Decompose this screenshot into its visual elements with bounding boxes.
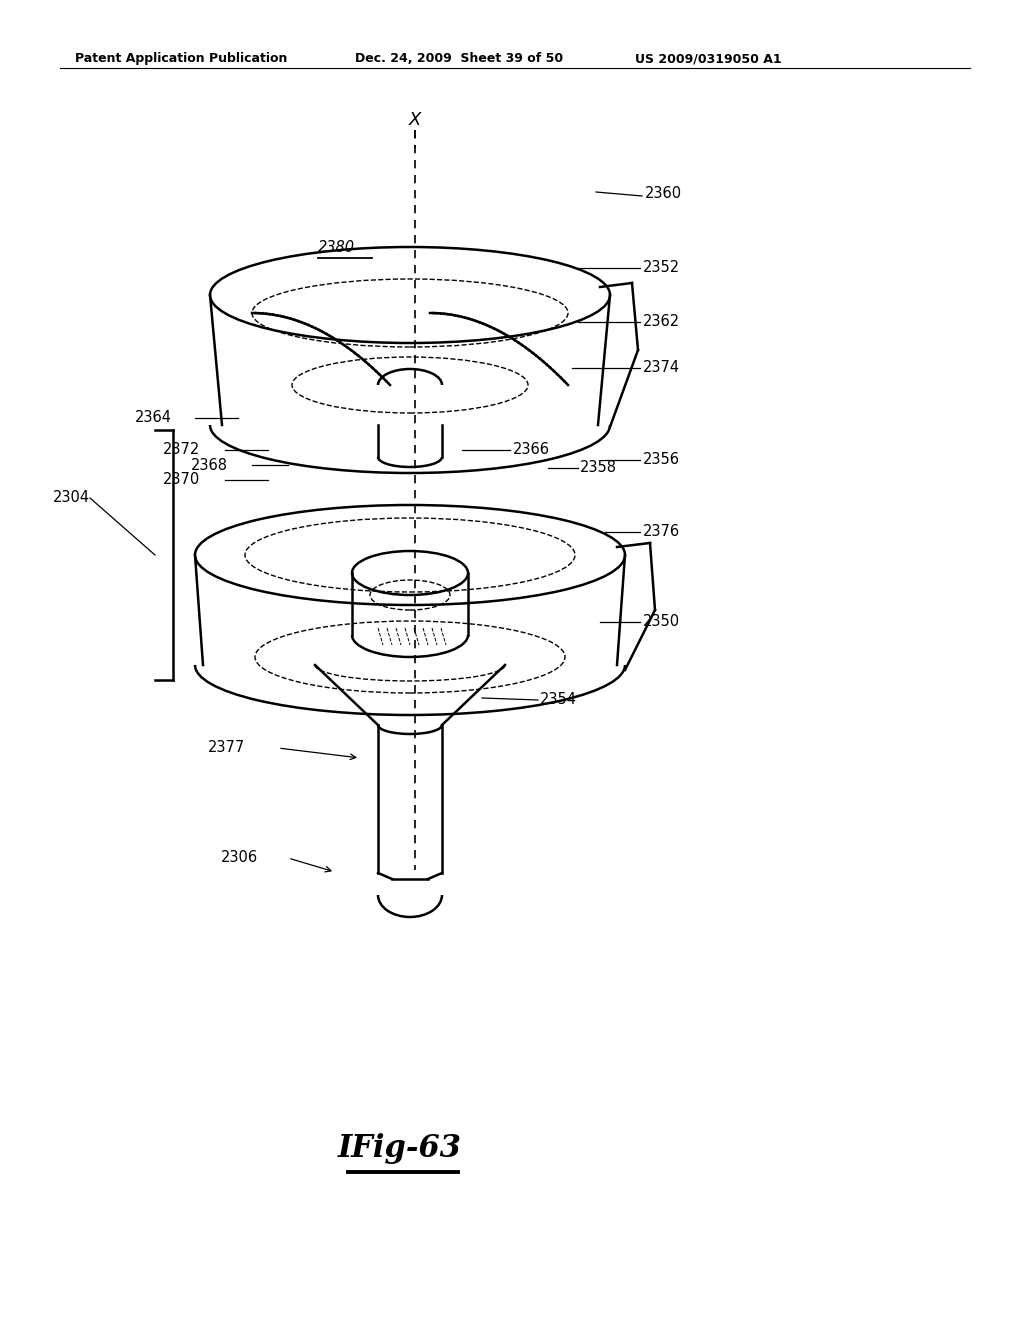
Text: 2362: 2362 [643,314,680,330]
Text: 2350: 2350 [643,615,680,630]
Text: 2364: 2364 [135,411,172,425]
Text: X: X [409,111,421,129]
Text: IFig-63: IFig-63 [338,1133,462,1163]
Text: 2368: 2368 [191,458,228,473]
Text: 2304: 2304 [53,491,90,506]
Text: 2360: 2360 [645,186,682,202]
Text: 2372: 2372 [163,442,200,458]
Text: Dec. 24, 2009  Sheet 39 of 50: Dec. 24, 2009 Sheet 39 of 50 [355,51,563,65]
Text: 2366: 2366 [513,442,550,458]
Text: 2358: 2358 [580,461,617,475]
Text: 2370: 2370 [163,473,200,487]
Text: 2352: 2352 [643,260,680,276]
Text: 2380: 2380 [318,240,355,256]
Text: US 2009/0319050 A1: US 2009/0319050 A1 [635,51,781,65]
Text: 2306: 2306 [221,850,258,866]
Text: 2354: 2354 [540,693,577,708]
Text: Patent Application Publication: Patent Application Publication [75,51,288,65]
Text: 2377: 2377 [208,741,245,755]
Text: 2374: 2374 [643,360,680,375]
Text: 2376: 2376 [643,524,680,540]
Text: 2356: 2356 [643,453,680,467]
